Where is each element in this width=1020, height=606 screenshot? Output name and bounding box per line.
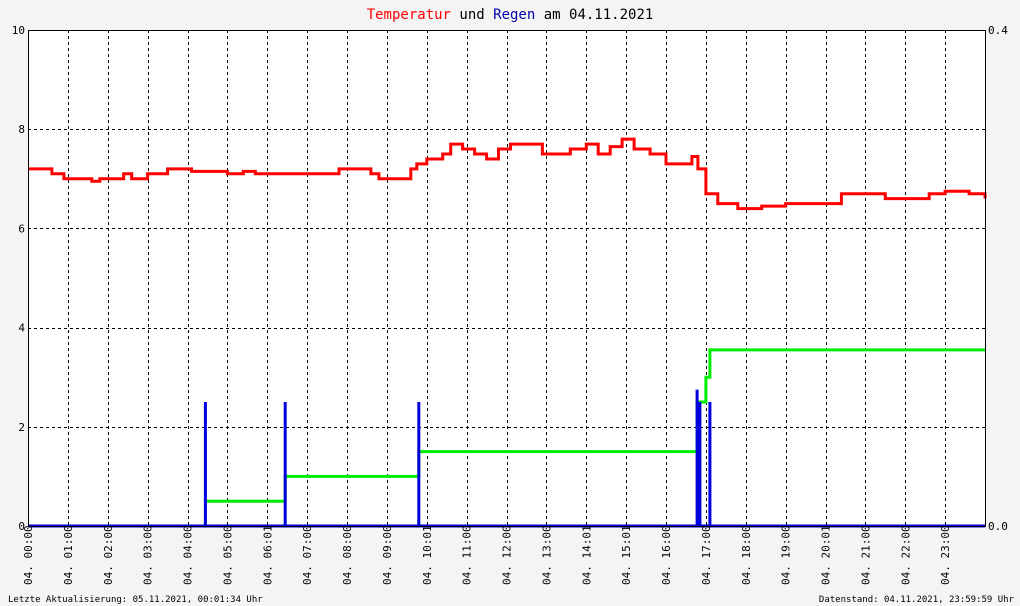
x-tick: 04. 19:00 [780,525,793,585]
x-tick: 04. 11:00 [461,525,474,585]
x-tick: 04. 07:00 [301,525,314,585]
x-tick: 04. 16:00 [660,525,673,585]
title-segment: Temperatur [367,7,451,23]
x-tick: 04. 12:00 [501,525,514,585]
x-tick: 04. 20:01 [820,525,833,585]
x-tick: 04. 09:00 [381,525,394,585]
x-tick: 04. 04:00 [182,525,195,585]
y-tick-left: 2 [18,421,25,434]
x-tick: 04. 17:00 [700,525,713,585]
chart-title: Temperatur und Regen am 04.11.2021 [367,7,654,23]
y-tick-left: 8 [18,123,25,136]
tick-labels: 0 2 4 6 8 10 0.0 0.4 04. 00:00 04. 01:00 04. 02:00… [12,24,1008,585]
title-segment: Regen [493,7,535,23]
x-tick: 04. 13:00 [540,525,553,585]
title-segment: am 04.11.2021 [535,7,653,23]
x-tick: 04. 22:00 [899,525,912,585]
x-tick: 04. 06:01 [261,525,274,585]
plot-area [28,30,985,526]
x-tick: 04. 10:01 [421,525,434,585]
x-tick: 04. 15:01 [620,525,633,585]
x-tick: 04. 00:00 [22,525,35,585]
y-tick-left: 4 [18,322,25,335]
x-tick: 04. 08:00 [341,525,354,585]
x-tick: 04. 21:00 [859,525,872,585]
y-tick-left: 6 [18,222,25,235]
x-tick: 04. 05:00 [221,525,234,585]
x-tick: 04. 18:00 [740,525,753,585]
footer-data-status: Datenstand: 04.11.2021, 23:59:59 Uhr [819,595,1015,605]
grid-lines [28,30,985,526]
y-tick-left: 10 [12,24,25,37]
x-tick: 04. 02:00 [102,525,115,585]
x-tick: 04. 23:00 [939,525,952,585]
plot-frame [28,30,986,527]
x-tick: 04. 14:01 [580,525,593,585]
y-tick-right: 0.0 [988,520,1008,533]
y-tick-right: 0.4 [988,24,1008,37]
x-tick: 04. 01:00 [62,525,75,585]
footer-last-update: Letzte Aktualisierung: 05.11.2021, 00:01… [8,595,263,605]
y-tick-left: 0 [18,520,25,533]
x-tick: 04. 03:00 [142,525,155,585]
series-line-0 [28,137,987,211]
title-segment: und [451,7,493,23]
